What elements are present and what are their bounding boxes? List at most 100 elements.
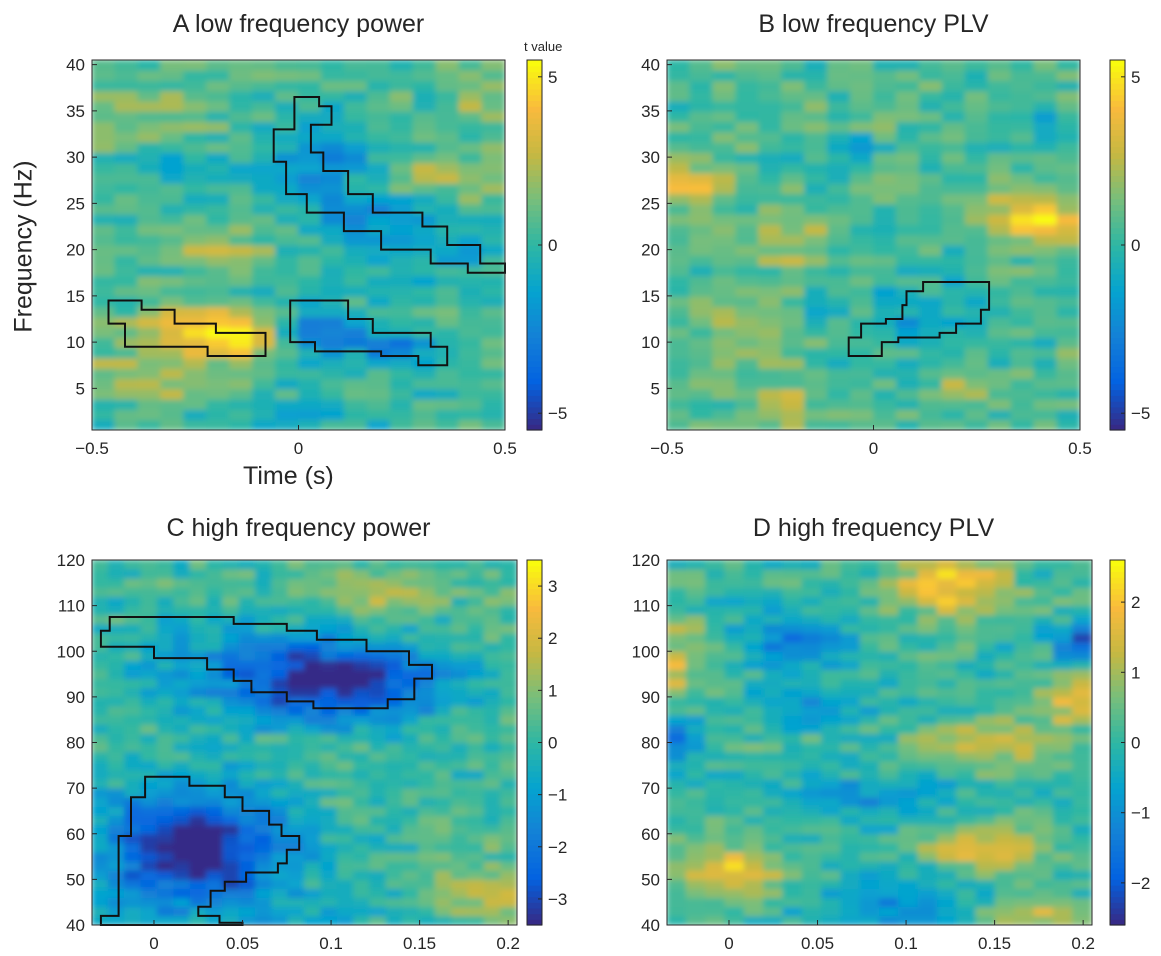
heatmap-cell [500, 760, 517, 771]
colorbar-swatch [527, 273, 542, 281]
heatmap-cell [859, 860, 880, 871]
heatmap-cell [987, 337, 1012, 349]
heatmap-cell [366, 254, 391, 267]
heatmap-cell [222, 796, 240, 807]
heatmap-cell [451, 687, 469, 698]
colorbar-swatch [1110, 725, 1125, 732]
heatmap-cell [712, 110, 737, 123]
heatmap-cell [685, 614, 707, 625]
heatmap-cell [252, 285, 277, 297]
heatmap-cell [254, 568, 273, 579]
heatmap-cell [353, 751, 371, 762]
heatmap-cell [435, 388, 460, 400]
heatmap-cell [205, 778, 224, 789]
heatmap-cell [107, 614, 126, 625]
heatmap-cell [343, 110, 368, 123]
colorbar-swatch [1110, 731, 1125, 738]
heatmap-cell [1072, 632, 1092, 643]
colorbar-swatch [527, 291, 542, 298]
heatmap-cell [1033, 398, 1058, 410]
heatmap-cell [183, 69, 208, 82]
heatmap-cell [743, 560, 765, 570]
heatmap-cell [895, 172, 920, 184]
heatmap-cell [92, 193, 116, 205]
heatmap-cell [724, 687, 745, 698]
heatmap-cell [743, 760, 765, 771]
colorbar-swatch [527, 890, 542, 898]
heatmap-cell [254, 732, 273, 743]
heatmap-cell [189, 632, 207, 643]
colorbar-swatch [1110, 227, 1125, 235]
heatmap-cell [1072, 586, 1092, 597]
heatmap-cell [320, 915, 338, 925]
heatmap-cell [1052, 742, 1074, 753]
heatmap-cell [434, 632, 453, 643]
heatmap-cell [369, 732, 387, 743]
heatmap-cell [917, 659, 938, 670]
heatmap-cell [173, 678, 191, 689]
heatmap-cell [1014, 742, 1035, 753]
colorbar-swatch [527, 77, 542, 84]
heatmap-cell [994, 833, 1016, 844]
heatmap-cell [418, 769, 436, 780]
heatmap-cell [189, 878, 207, 889]
heatmap-cell [763, 878, 784, 889]
heatmap-cell [1033, 337, 1058, 349]
heatmap-cell [667, 141, 691, 153]
heatmap-cell [353, 659, 371, 670]
heatmap-cell [389, 408, 414, 421]
heatmap-cell [712, 337, 737, 349]
heatmap-cell [434, 669, 453, 680]
heatmap-cell [183, 152, 208, 164]
heatmap-cell [275, 367, 299, 380]
heatmap-cell [941, 316, 966, 328]
heatmap-cell [156, 669, 175, 680]
heatmap-cell [222, 778, 240, 789]
panel-a-title: A low frequency power [172, 10, 425, 38]
heatmap-cell [320, 769, 338, 780]
heatmap-cell [458, 357, 483, 369]
heatmap-cell [481, 152, 505, 164]
heatmap-cell [389, 254, 414, 267]
heatmap-cell [712, 285, 737, 297]
heatmap-cell [781, 367, 806, 380]
heatmap-cell [189, 560, 207, 570]
heatmap-cell [975, 888, 996, 899]
heatmap-cell [801, 586, 823, 597]
heatmap-cell [781, 69, 806, 82]
heatmap-cell [467, 586, 485, 597]
heatmap-cell [402, 897, 420, 908]
heatmap-cell [238, 696, 256, 707]
heatmap-cell [222, 888, 240, 899]
heatmap-cell [827, 69, 852, 82]
heatmap-cell [385, 605, 404, 616]
heatmap-cell [667, 769, 687, 780]
heatmap-cell [481, 60, 505, 71]
heatmap-cell [369, 751, 387, 762]
heatmap-cell [183, 234, 208, 246]
heatmap-cell [821, 778, 842, 789]
heatmap-cell [994, 696, 1016, 707]
heatmap-cell [689, 326, 714, 338]
colorbar-swatch [527, 331, 542, 339]
heatmap-cell [124, 897, 142, 908]
colorbar-swatch [527, 913, 542, 920]
heatmap-cell [758, 316, 783, 328]
heatmap-cell [1033, 915, 1054, 925]
heatmap-cell [467, 641, 485, 652]
heatmap-cell [304, 878, 322, 889]
heatmap-cell [287, 687, 305, 698]
heatmap-cell [124, 915, 142, 925]
heatmap-cell [229, 265, 254, 277]
heatmap-cell [705, 560, 726, 570]
heatmap-cell [956, 696, 977, 707]
colorbar-swatch [527, 810, 542, 818]
heatmap-cell [402, 787, 420, 798]
heatmap-cell [763, 796, 784, 807]
heatmap-cell [114, 182, 139, 195]
heatmap-cell [500, 641, 517, 652]
heatmap-cell [1010, 398, 1035, 410]
heatmap-cell [782, 769, 803, 780]
heatmap-cell [917, 915, 938, 925]
heatmap-cell [987, 244, 1012, 256]
